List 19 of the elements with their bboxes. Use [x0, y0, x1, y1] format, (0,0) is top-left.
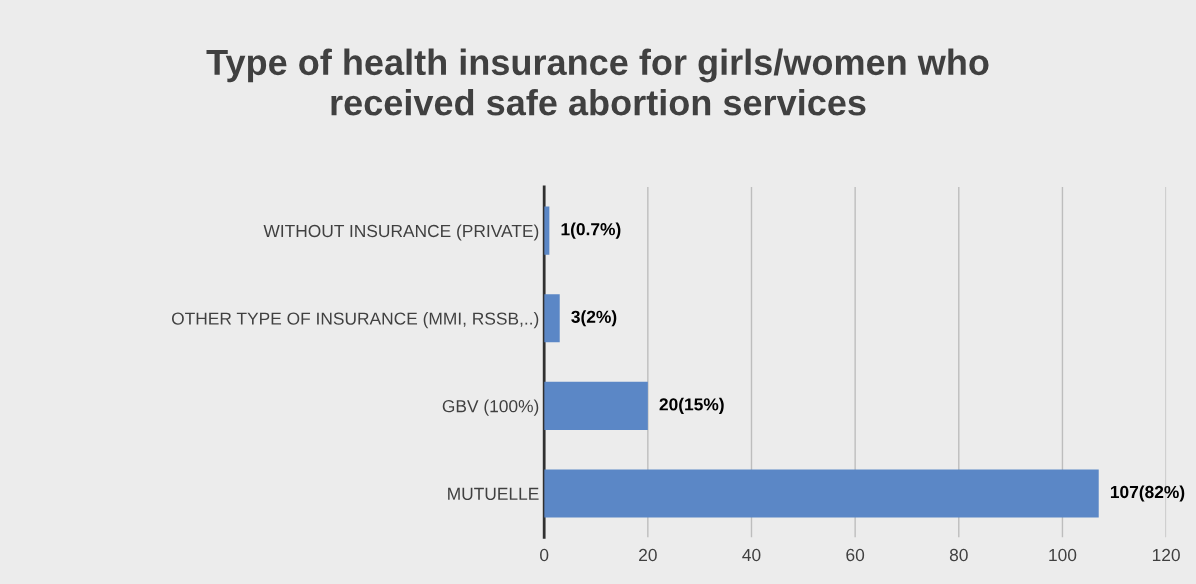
x-tick-label: 0: [540, 548, 549, 562]
x-tick-label: 80: [949, 548, 968, 562]
x-tick-label: 40: [742, 548, 761, 562]
x-tick-label: 100: [1049, 548, 1077, 562]
x-tick-label: 120: [1152, 548, 1180, 562]
bar: [544, 469, 1099, 518]
chart-title: Type of health insurance for girls/women who received safe abortion services: [206, 48, 989, 116]
data-label: 3(2%): [571, 310, 617, 327]
y-tick-label: GBV (100%): [442, 399, 539, 416]
y-tick-label: OTHER TYPE OF INSURANCE (MMI, RSSB,..): [171, 311, 539, 329]
data-label: 20(15%): [659, 397, 724, 414]
data-label: 1(0.7%): [561, 222, 621, 239]
data-label: 107(82%): [1110, 485, 1185, 502]
bar: [544, 381, 648, 430]
y-tick-label: WITHOUT INSURANCE (PRIVATE): [263, 224, 539, 241]
x-tick-label: 20: [639, 548, 657, 562]
x-tick-label: 60: [846, 548, 865, 562]
y-tick-label: MUTUELLE: [448, 487, 539, 500]
bar: [544, 294, 560, 343]
